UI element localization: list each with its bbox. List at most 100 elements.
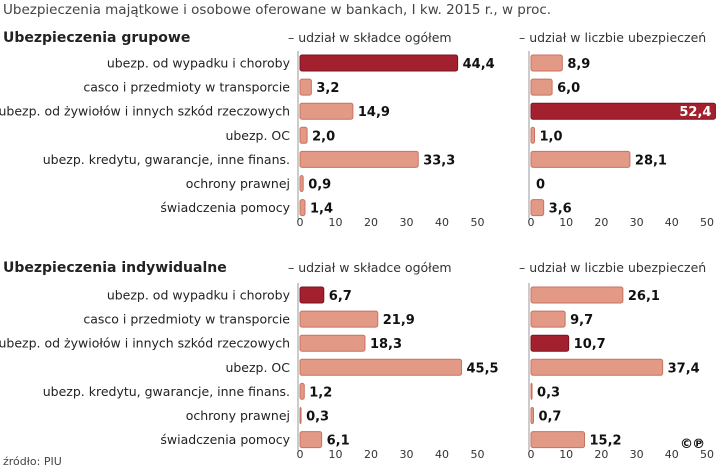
x-tick-label: 30 [630, 448, 644, 461]
bar [530, 126, 536, 144]
x-tick-label: 50 [700, 448, 714, 461]
bar [299, 310, 379, 328]
x-tick-label: 50 [700, 216, 714, 229]
bar [299, 286, 325, 304]
category-label: ubezp. kredytu, gwarancje, inne finans. [43, 384, 290, 399]
category-label: ochrony prawnej [186, 176, 290, 191]
data-label: 33,3 [423, 153, 455, 168]
data-label: 0 [536, 178, 545, 193]
bar [299, 150, 419, 168]
data-label: 3,6 [549, 202, 572, 217]
x-tick-label: 40 [435, 448, 449, 461]
data-label: 3,2 [316, 81, 339, 96]
x-tick-label: 40 [665, 216, 679, 229]
bar [299, 126, 308, 144]
category-label: ubezp. od wypadku i choroby [107, 56, 291, 71]
category-label: ubezp. OC [225, 128, 290, 143]
data-label: 6,1 [327, 434, 350, 449]
series-heading: – udział w liczbie ubezpieczeń [519, 30, 706, 45]
data-label: 14,9 [358, 105, 390, 120]
x-tick-label: 30 [400, 448, 414, 461]
data-label: 6,7 [329, 289, 352, 304]
x-tick-label: 10 [329, 448, 343, 461]
category-label: ubezp. od żywiołów i innych szkód rzeczo… [0, 104, 290, 119]
x-tick-label: 20 [364, 448, 378, 461]
data-label: 10,7 [574, 337, 606, 352]
bar [530, 358, 664, 376]
data-label: 44,4 [463, 57, 495, 72]
data-label: 1,4 [310, 202, 333, 217]
category-label: świadczenia pomocy [160, 432, 290, 447]
data-label: 18,3 [370, 337, 402, 352]
bar [530, 54, 563, 72]
data-label: 9,7 [570, 313, 593, 328]
bar [299, 54, 459, 72]
data-label: 26,1 [628, 289, 660, 304]
x-tick-label: 50 [471, 448, 485, 461]
data-label: 1,2 [309, 385, 332, 400]
category-label: ochrony prawnej [186, 408, 290, 423]
series-heading: – udział w składce ogółem [288, 260, 452, 275]
group-heading: Ubezpieczenia indywidualne [3, 260, 227, 276]
bar [530, 407, 534, 424]
bar [530, 150, 631, 168]
bar [299, 102, 354, 120]
data-label: 37,4 [668, 361, 700, 376]
bar [530, 78, 553, 96]
category-label: ubezp. OC [225, 360, 290, 375]
series-heading: – udział w składce ogółem [288, 30, 452, 45]
x-tick-label: 40 [665, 448, 679, 461]
data-label: 28,1 [635, 153, 667, 168]
chart-title: Ubezpieczenia majątkowe i osobowe oferow… [3, 2, 552, 18]
bar [530, 334, 570, 352]
x-tick-label: 10 [559, 216, 573, 229]
x-tick-label: 20 [594, 448, 608, 461]
bar [299, 175, 304, 192]
bar [530, 382, 533, 400]
x-tick-label: 20 [594, 216, 608, 229]
data-label: 2,0 [312, 129, 335, 144]
category-label: ubezp. kredytu, gwarancje, inne finans. [43, 152, 290, 167]
x-tick-label: 10 [559, 448, 573, 461]
category-label: casco i przedmioty w transporcie [83, 80, 290, 95]
bar [530, 310, 566, 328]
group-heading: Ubezpieczenia grupowe [3, 30, 190, 46]
x-tick-label: 10 [329, 216, 343, 229]
bar [530, 102, 716, 120]
x-tick-label: 50 [471, 216, 485, 229]
bar [299, 199, 306, 217]
data-label: 6,0 [557, 81, 580, 96]
series-heading: – udział w liczbie ubezpieczeń [519, 260, 706, 275]
x-tick-label: 30 [630, 216, 644, 229]
license-badge-icon: ©℗ [680, 437, 705, 452]
category-label: ubezp. od wypadku i choroby [107, 288, 291, 303]
bar [299, 382, 305, 400]
bar [299, 407, 302, 424]
source-note: źródło: PIU [3, 455, 62, 468]
x-tick-label: 0 [297, 448, 304, 461]
data-label: 0,7 [538, 410, 561, 425]
x-tick-label: 0 [528, 216, 535, 229]
x-tick-label: 40 [435, 216, 449, 229]
x-tick-label: 20 [364, 216, 378, 229]
category-label: casco i przedmioty w transporcie [83, 312, 290, 327]
data-label: 52,4 [679, 105, 711, 120]
data-label: 1,0 [540, 129, 563, 144]
bar [530, 199, 545, 217]
bar [299, 358, 463, 376]
category-label: ubezp. od żywiołów i innych szkód rzeczo… [0, 336, 290, 351]
bar [299, 334, 366, 352]
data-label: 21,9 [383, 313, 415, 328]
bar [299, 431, 323, 449]
data-label: 0,9 [308, 178, 331, 193]
data-label: 0,3 [306, 410, 329, 425]
data-label: 0,3 [537, 385, 560, 400]
x-tick-label: 0 [297, 216, 304, 229]
bar [299, 78, 312, 96]
bar [530, 286, 624, 304]
data-label: 45,5 [467, 361, 499, 376]
x-tick-label: 0 [528, 448, 535, 461]
category-label: świadczenia pomocy [160, 200, 290, 215]
data-label: 8,9 [567, 57, 590, 72]
x-tick-label: 30 [400, 216, 414, 229]
